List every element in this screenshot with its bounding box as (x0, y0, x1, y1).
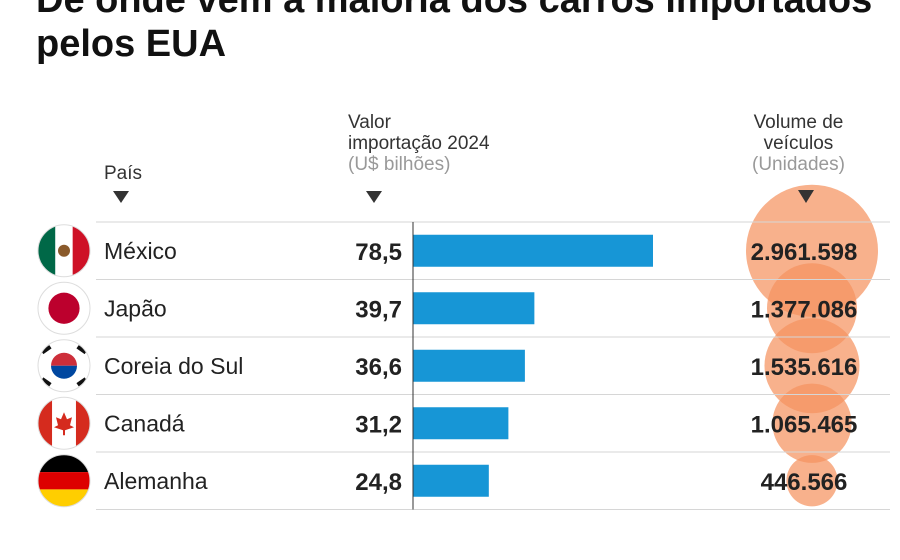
value-header-line1: Valor (348, 112, 391, 133)
value-header: Valor importação 2024 (U$ bilhões) (348, 112, 490, 175)
flag-outline (37, 224, 91, 278)
flag-taegeuk-bottom (51, 365, 77, 379)
country-label: Canadá (104, 410, 185, 436)
table-row: México 78,5 2.961.598 (37, 224, 890, 280)
volume-header-unit: (Unidades) (752, 154, 845, 175)
country-header: País (104, 163, 142, 184)
value-label: 39,7 (355, 296, 402, 323)
volume-label: 1.535.616 (751, 354, 858, 381)
flag-stripe (38, 454, 90, 473)
volume-header: Volume de veículos (Unidades) (752, 112, 845, 175)
flag-outline (37, 339, 91, 393)
table-row: Canadá 31,2 1.065.465 (37, 396, 890, 453)
volume-bubble (764, 318, 860, 414)
table-row: Coreia do Sul 36,6 1.535.616 (37, 339, 890, 395)
volume-label: 1.065.465 (751, 411, 858, 438)
value-header-line2: importação 2024 (348, 133, 490, 154)
germany-flag-icon (37, 454, 91, 508)
value-bar (413, 292, 535, 325)
chart-title: De onde vem a maioria dos carros importa… (36, 0, 873, 65)
flag-body (38, 339, 90, 392)
volume-header-line1: Volume de (753, 112, 844, 133)
value-bar (413, 407, 509, 440)
value-label: 31,2 (355, 411, 402, 438)
flag-trigram (76, 377, 87, 387)
flag-maple-leaf (54, 412, 74, 436)
value-bar (413, 349, 525, 382)
value-bar (413, 464, 489, 497)
flag-emblem (58, 244, 70, 257)
value-label: 24,8 (355, 469, 402, 496)
value-header-unit: (U$ bilhões) (348, 154, 451, 175)
flag-body (38, 224, 90, 277)
value-bar (413, 234, 653, 267)
volume-label: 2.961.598 (751, 239, 858, 266)
country-sort-arrow-icon (113, 191, 129, 203)
country-header-label: País (104, 163, 143, 184)
volume-bubble (786, 455, 838, 507)
flag-stripe (38, 489, 90, 507)
volume-label: 446.566 (761, 469, 848, 496)
flag-sun (48, 292, 80, 324)
country-label: Alemanha (104, 468, 208, 494)
flag-stripe (38, 472, 90, 490)
table-row: Alemanha 24,8 446.566 (37, 454, 890, 510)
south-korea-flag-icon (37, 339, 91, 393)
country-label: Coreia do Sul (104, 353, 243, 379)
flag-body (38, 454, 90, 507)
flag-stripe (72, 224, 90, 277)
flag-stripe (38, 224, 56, 277)
flag-outline (37, 281, 91, 335)
flag-taegeuk-top (51, 352, 77, 366)
volume-header-line2: veículos (763, 133, 834, 154)
value-sort-arrow-icon (366, 191, 382, 203)
mexico-flag-icon (37, 224, 91, 278)
country-label: Japão (104, 295, 167, 321)
flag-body (38, 282, 90, 335)
volume-sort-arrow-icon (798, 190, 814, 203)
japan-flag-icon (37, 281, 91, 335)
flag-trigram (76, 345, 87, 355)
table-rows: México 78,5 2.961.598 Japão 39,7 1.377.086 Cor… (37, 190, 890, 510)
value-label: 78,5 (355, 239, 402, 266)
canada-flag-icon (37, 396, 91, 450)
volume-bubbles (746, 184, 878, 507)
flag-trigram (41, 377, 52, 387)
table-row: Japão 39,7 1.377.086 (37, 281, 890, 338)
country-label: México (104, 238, 177, 264)
volume-label: 1.377.086 (751, 296, 858, 323)
flag-outline (37, 396, 91, 450)
volume-bubble (772, 383, 852, 463)
flag-trigram (41, 345, 52, 355)
value-label: 36,6 (355, 354, 402, 381)
flag-outline (37, 454, 91, 508)
flag-body (38, 397, 90, 450)
